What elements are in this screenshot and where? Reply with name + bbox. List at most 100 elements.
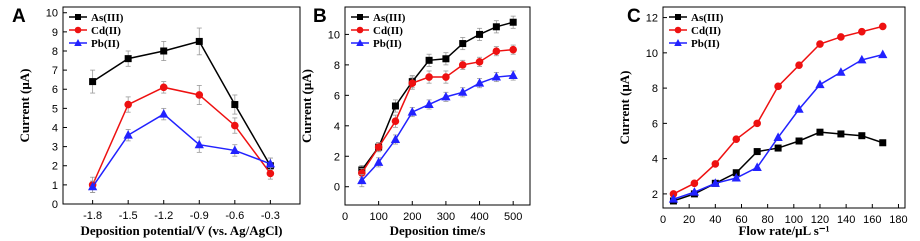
plot-frame <box>344 6 531 206</box>
x-tick-label: -0.9 <box>190 210 209 222</box>
marker <box>689 187 700 196</box>
x-tick-label: -1.8 <box>83 210 102 222</box>
legend-marker <box>356 39 364 46</box>
marker <box>836 67 846 76</box>
marker <box>390 134 401 144</box>
marker <box>732 135 741 144</box>
x-tick-label: 100 <box>785 214 803 226</box>
x-tick-label: 120 <box>811 214 829 226</box>
marker <box>89 78 97 86</box>
marker <box>878 22 887 31</box>
y-tick-label: 12 <box>646 13 658 25</box>
y-tick-label: 6 <box>52 84 58 96</box>
marker <box>774 144 782 152</box>
plot-frame <box>62 6 301 205</box>
y-tick-label: 2 <box>334 151 340 163</box>
x-tick-label: -0.6 <box>225 210 244 222</box>
marker <box>837 33 845 41</box>
marker <box>492 23 500 31</box>
marker <box>357 175 367 185</box>
marker <box>123 130 133 139</box>
marker <box>159 83 168 92</box>
y-tick-label: 8 <box>52 46 58 58</box>
legend-label: As(III) <box>691 12 724 24</box>
y-tick-label: 8 <box>652 83 658 95</box>
panel-label: C <box>627 6 641 27</box>
legend-label: Cd(II) <box>91 25 121 37</box>
marker <box>124 55 132 63</box>
y-tick-label: 4 <box>652 154 658 166</box>
marker <box>858 27 866 36</box>
x-tick-label: -1.2 <box>154 210 173 222</box>
marker <box>266 169 275 178</box>
x-tick-label: 20 <box>683 214 695 226</box>
legend-label: Pb(II) <box>91 38 120 50</box>
marker <box>231 121 239 130</box>
marker <box>374 143 383 151</box>
marker <box>230 145 240 154</box>
plot-frame <box>662 6 906 209</box>
marker <box>195 91 204 99</box>
x-tick-label: 0 <box>342 211 348 223</box>
legend-marker <box>357 14 363 20</box>
marker <box>87 181 98 191</box>
marker <box>509 18 517 26</box>
marker <box>837 130 845 138</box>
marker <box>475 58 484 66</box>
legend-label: Pb(II) <box>691 38 720 50</box>
marker <box>458 87 468 96</box>
marker <box>752 162 762 171</box>
legend-marker <box>74 26 82 34</box>
y-axis-label: Current (μA) <box>299 69 314 143</box>
legend-marker <box>674 39 682 46</box>
marker <box>753 148 761 156</box>
marker <box>160 47 168 55</box>
y-tick-label: 7 <box>52 65 58 77</box>
marker <box>442 55 450 63</box>
x-tick-label: 80 <box>762 214 774 226</box>
y-tick-label: 6 <box>652 118 658 130</box>
marker <box>816 128 824 136</box>
marker <box>231 101 239 109</box>
y-tick-label: 10 <box>328 29 340 41</box>
y-tick-label: 4 <box>334 121 340 133</box>
series-line <box>673 25 883 195</box>
marker <box>878 49 888 59</box>
y-tick-label: 2 <box>52 161 58 173</box>
marker <box>753 119 761 128</box>
x-axis-label: Deposition potential/V (vs. Ag/AgCl) <box>81 223 283 238</box>
marker <box>159 109 169 118</box>
y-tick-label: 0 <box>334 182 340 194</box>
series-line <box>92 40 272 167</box>
marker <box>509 45 517 54</box>
legend-marker <box>674 26 682 34</box>
marker <box>492 47 501 55</box>
marker <box>265 158 276 168</box>
marker <box>731 172 741 182</box>
y-tick-label: 6 <box>334 90 340 102</box>
marker <box>425 73 433 81</box>
x-tick-label: -0.3 <box>261 210 280 222</box>
x-tick-label: 40 <box>709 214 721 226</box>
series-line <box>673 53 883 200</box>
marker <box>815 79 825 89</box>
marker <box>425 56 433 64</box>
marker <box>194 139 204 149</box>
marker <box>442 73 450 81</box>
chart-panel: A 0 1 2 3 4 5 6 7 8 9 10 -1.8 -1.5 -1.2 -0.9 -0.6 -0.3Dep… <box>12 6 301 238</box>
marker <box>795 61 803 69</box>
marker <box>407 107 417 116</box>
legend-label: Pb(II) <box>373 38 402 50</box>
x-tick-label: -1.5 <box>119 210 138 222</box>
marker <box>476 30 484 38</box>
series-line <box>361 48 514 174</box>
series-line <box>91 86 271 186</box>
x-tick-label: 500 <box>504 211 522 223</box>
x-tick-label: 400 <box>470 211 488 223</box>
y-tick-label: 10 <box>646 48 658 60</box>
marker <box>391 117 400 126</box>
series-line <box>673 131 884 202</box>
marker <box>391 102 399 110</box>
